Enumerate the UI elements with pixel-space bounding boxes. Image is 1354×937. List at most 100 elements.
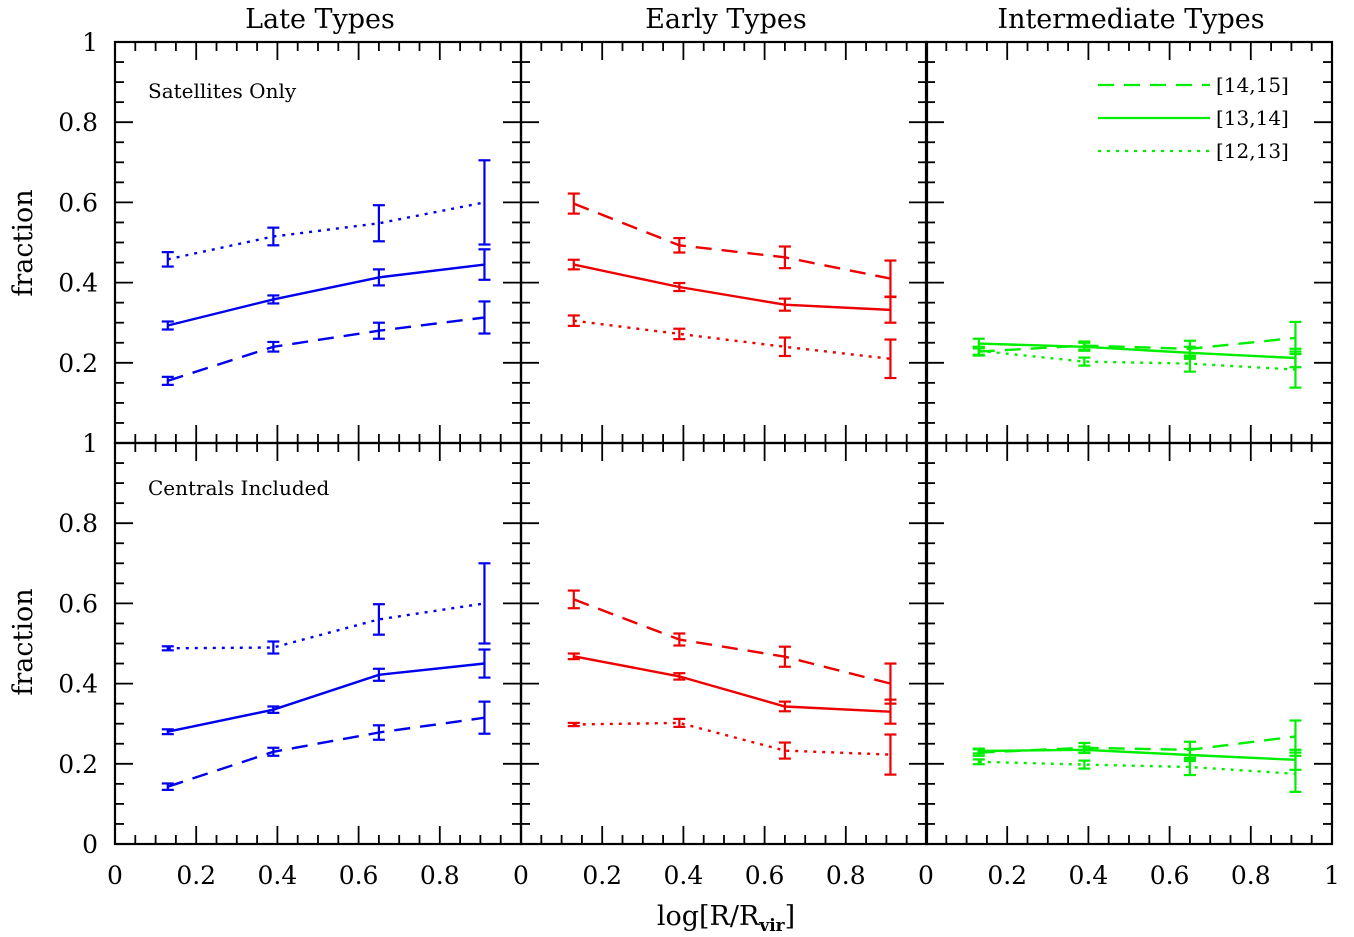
error-bar: [884, 295, 897, 324]
error-bar: [972, 345, 985, 356]
series-line-dotted-r1-c2: [978, 760, 1296, 775]
x-axis-label-subscript: vir: [758, 916, 785, 936]
y-tick-label: 0.6: [58, 188, 98, 217]
error-bar: [267, 226, 280, 247]
column-title-early: Early Types: [645, 4, 807, 35]
error-bar: [673, 327, 686, 341]
error-bar: [161, 251, 174, 268]
x-tick-label: 0.4: [664, 861, 704, 890]
panel-frame-r1-c2: [924, 441, 1334, 846]
series-line-solid-r1-c0: [167, 662, 485, 733]
y-tick-label: 1: [82, 429, 98, 458]
x-tick-label: 0: [513, 861, 529, 890]
x-tick-label: 0.8: [826, 861, 866, 890]
error-bar: [972, 747, 985, 755]
error-bar: [567, 192, 580, 215]
series-line-dashed-r1-c1: [573, 598, 891, 685]
x-tick-label: 0: [107, 861, 123, 890]
x-tick-label: 0.8: [1231, 861, 1271, 890]
error-bar: [673, 281, 686, 293]
column-title-late: Late Types: [245, 4, 395, 35]
series-line-dashed-r0-c1: [573, 202, 891, 280]
error-bar: [567, 652, 580, 661]
legend-label-12-13: [12,13]: [1216, 139, 1289, 163]
error-bar: [1078, 341, 1091, 352]
error-bar: [884, 338, 897, 380]
error-bar: [372, 204, 385, 243]
error-bar: [567, 258, 580, 271]
error-bar: [1289, 350, 1302, 389]
legend-label-13-14: [13,14]: [1216, 106, 1289, 130]
series-line-solid-r1-c1: [573, 655, 891, 713]
error-bar: [161, 320, 174, 331]
axis-labels: 0 0.2 0.4 0.6 0.8 0 0.2 0.4 0.6 0.8 0 0.2 0.4 0.6 0.8 1…: [58, 28, 1340, 890]
y-tick-label: 0.2: [58, 750, 98, 779]
panel-frame-r0-c2: [924, 40, 1334, 445]
error-bar: [267, 294, 280, 305]
error-bar: [1183, 354, 1196, 373]
x-tick-label: 0.6: [745, 861, 785, 890]
x-tick-label: 0: [918, 861, 934, 890]
x-tick-label: 0.2: [582, 861, 622, 890]
error-bar: [1078, 745, 1091, 755]
y-tick-label: 0: [82, 830, 98, 859]
error-bar: [1183, 757, 1196, 777]
y-axis-label-top: fraction: [8, 189, 39, 296]
error-bar: [372, 268, 385, 287]
error-bar: [1289, 754, 1302, 793]
y-axis-label-bottom: fraction: [8, 588, 39, 695]
error-bar: [673, 632, 686, 647]
y-tick-label: 0.4: [58, 269, 98, 298]
x-axis-label-main: log[R/R: [657, 901, 760, 932]
error-bar: [161, 375, 174, 386]
x-tick-label: 1: [1324, 861, 1340, 890]
error-bar: [1078, 356, 1091, 367]
error-bar: [161, 728, 174, 736]
error-bar: [372, 667, 385, 682]
error-bar: [673, 236, 686, 254]
error-bar: [267, 746, 280, 757]
error-bar: [673, 717, 686, 729]
legend-label-14-15: [14,15]: [1216, 73, 1289, 97]
y-tick-label: 1: [82, 28, 98, 57]
x-tick-label: 0.2: [987, 861, 1027, 890]
y-tick-label: 0.6: [58, 589, 98, 618]
error-bar: [478, 159, 491, 246]
x-axis-label-end: ]: [785, 901, 796, 932]
x-tick-label: 0.4: [1069, 861, 1109, 890]
error-bar: [884, 733, 897, 776]
error-bar: [478, 248, 491, 281]
error-bar: [161, 645, 174, 652]
error-bar: [478, 700, 491, 735]
y-tick-label: 0.8: [58, 108, 98, 137]
error-bar: [778, 700, 791, 713]
series-line-solid-r0-c2: [978, 342, 1296, 360]
error-bar: [478, 648, 491, 679]
column-title-intermediate: Intermediate Types: [997, 4, 1264, 35]
x-tick-label: 0.2: [176, 861, 216, 890]
error-bar: [778, 297, 791, 312]
error-bar: [567, 314, 580, 328]
error-bar: [778, 645, 791, 668]
error-bar: [372, 724, 385, 741]
annotation-centrals-included: Centrals Included: [148, 476, 329, 500]
series-line-dotted-r0-c2: [978, 349, 1296, 371]
error-bar: [161, 782, 174, 791]
series-line-dashed-r0-c0: [167, 316, 485, 382]
x-tick-label: 0.6: [1150, 861, 1190, 890]
annotation-satellites-only: Satellites Only: [148, 79, 297, 103]
error-bar: [267, 640, 280, 655]
series-line-dotted-r0-c1: [573, 319, 891, 360]
error-bar: [267, 340, 280, 353]
series-line-dotted-r0-c0: [167, 201, 485, 261]
series-line-solid-r1-c2: [978, 748, 1296, 761]
error-bar: [1078, 759, 1091, 770]
error-bar: [778, 336, 791, 358]
error-bar: [673, 672, 686, 681]
error-bar: [372, 321, 385, 340]
series-line-dotted-r1-c0: [167, 602, 485, 650]
series-line-dashed-r1-c0: [167, 716, 485, 788]
legend: [14,15] [13,14] [12,13]: [1098, 73, 1289, 163]
error-bar: [778, 245, 791, 270]
